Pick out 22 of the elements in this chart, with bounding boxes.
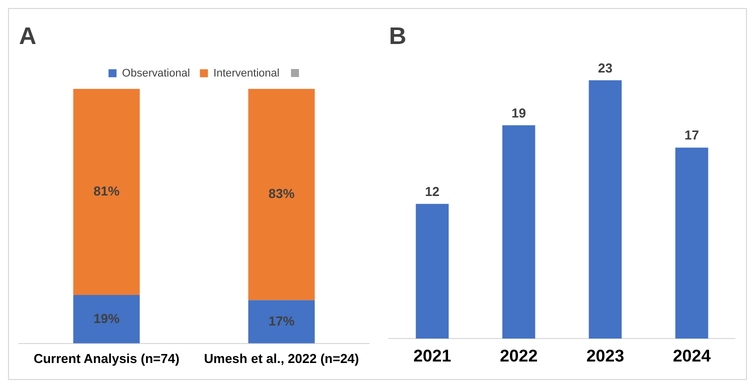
chart-title: A	[19, 23, 36, 50]
bar	[416, 204, 449, 339]
data-label: 83%	[268, 186, 295, 202]
data-label: 23	[598, 60, 612, 76]
bar	[502, 125, 536, 339]
data-label: 81%	[93, 183, 120, 198]
x-tick-label: 2023	[586, 346, 624, 366]
x-tick-label: Current Analysis (n=74)	[34, 350, 180, 366]
chart-title: B	[389, 23, 406, 50]
data-label: 17%	[268, 313, 295, 328]
data-label: 19	[512, 105, 526, 120]
legend-label: Observational	[122, 67, 190, 80]
bar	[675, 148, 708, 339]
x-tick-label: 2024	[672, 346, 712, 366]
data-label: 19%	[93, 310, 120, 326]
data-label: 17	[684, 128, 699, 143]
bar	[588, 80, 622, 339]
data-label: 12	[425, 184, 440, 199]
x-tick-label: 2022	[500, 346, 538, 366]
x-tick-label: 2021	[413, 346, 452, 366]
x-tick-label: Umesh et al., 2022 (n=24)	[204, 350, 359, 366]
legend-label: Interventional	[213, 67, 280, 80]
